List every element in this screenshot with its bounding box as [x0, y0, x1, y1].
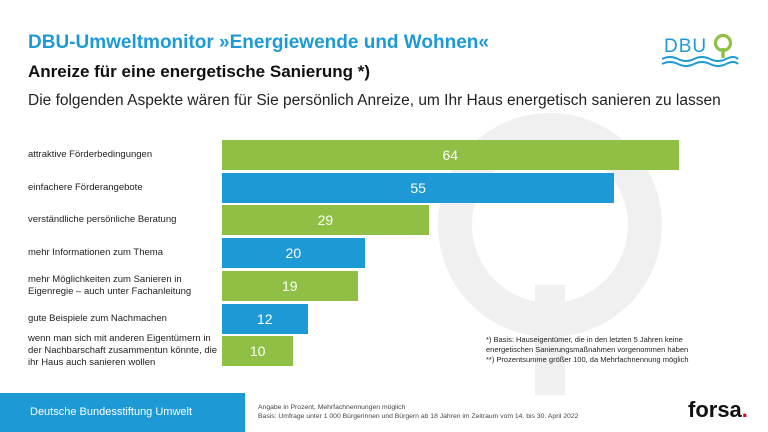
- chart-subtitle: Anreize für eine energetische Sanierung …: [28, 62, 370, 81]
- forsa-dot: .: [741, 397, 748, 422]
- dbu-logo: DBU: [661, 33, 739, 67]
- bar-value-label: 55: [410, 179, 426, 196]
- bar: [222, 336, 294, 367]
- bar-value-label: 64: [442, 147, 459, 163]
- bar-value-label: 20: [285, 245, 302, 262]
- bar-value-label: 10: [249, 343, 266, 360]
- footer-organization-box: Deutsche Bundesstiftung Umwelt: [0, 393, 245, 432]
- forsa-text: forsa: [688, 397, 742, 422]
- survey-question: Die folgenden Aspekte wären für Sie pers…: [28, 92, 721, 109]
- bar-value-label: 29: [317, 212, 334, 229]
- footnote-line: **) Prozentsumme größer 100, da Mehrfach…: [486, 355, 689, 364]
- category-label: mehr Informationen zum Thema: [28, 247, 163, 259]
- category-label: attraktive Förderbedingungen: [28, 149, 153, 160]
- bar-value-label: 12: [257, 310, 273, 327]
- bar-value-label: 19: [281, 277, 298, 294]
- footer-organization: Deutsche Bundesstiftung Umwelt: [30, 406, 193, 418]
- source-line: Angabe in Prozent, Mehrfachnennungen mög…: [258, 404, 406, 411]
- category-label: wenn man sich mit anderen Eigentümern in…: [28, 333, 218, 369]
- bar: [222, 205, 429, 236]
- category-label: mehr Möglichkeiten zum Sanieren in Eigen…: [28, 273, 192, 297]
- category-label: verständliche persönliche Beratung: [28, 214, 177, 226]
- category-label: einfachere Förderangebote: [28, 181, 143, 193]
- logo-text: DBU: [664, 36, 707, 57]
- bar: [222, 303, 308, 334]
- bar: [222, 238, 365, 269]
- footnote-line: energetischen Sanierungsmaßnahmen vorgen…: [486, 345, 689, 354]
- source-line: Basis: Umfrage unter 1 000 Bürgerinnen u…: [258, 413, 579, 420]
- category-label: gute Beispiele zum Nachmachen: [28, 312, 167, 324]
- bar: [222, 270, 358, 301]
- bar: [222, 140, 679, 170]
- page-title: DBU-Umweltmonitor »Energiewende und Wohn…: [28, 32, 489, 53]
- source-note: Angabe in Prozent, Mehrfachnennungen mög…: [258, 403, 578, 421]
- bar: [222, 172, 615, 203]
- footnotes: *) Basis: Hauseigentümer, die in den let…: [486, 335, 726, 365]
- footnote-line: *) Basis: Hauseigentümer, die in den let…: [486, 335, 683, 344]
- forsa-logo: forsa.: [688, 397, 748, 423]
